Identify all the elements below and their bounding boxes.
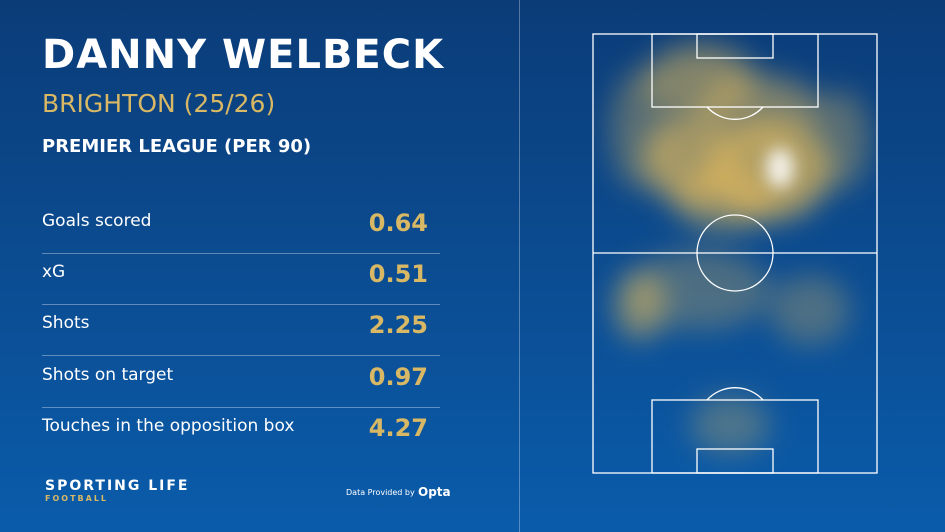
brand: SPORTING LIFE xyxy=(45,478,190,494)
stat-row: Goals scored 0.64 xyxy=(42,203,440,254)
stat-value: 0.51 xyxy=(368,260,428,288)
divider xyxy=(519,0,520,532)
provider: Opta xyxy=(418,485,451,499)
stat-row: Touches in the opposition box 4.27 xyxy=(42,408,440,459)
stat-row: Shots 2.25 xyxy=(42,305,440,356)
stat-label: Shots xyxy=(42,313,90,333)
stat-label: Touches in the opposition box xyxy=(42,416,295,436)
row-separator xyxy=(42,355,440,356)
pitch-lines xyxy=(592,33,878,474)
row-separator xyxy=(42,253,440,254)
team: BRIGHTON (25/26) xyxy=(42,89,276,118)
heatmap xyxy=(610,45,870,455)
stat-row: xG 0.51 xyxy=(42,254,440,305)
player-name: DANNY WELBECK xyxy=(42,32,445,78)
credit: Data Provided by xyxy=(346,488,415,497)
stat-value: 0.64 xyxy=(368,209,428,237)
row-separator xyxy=(42,407,440,408)
stat-row: Shots on target 0.97 xyxy=(42,357,440,408)
competition: PREMIER LEAGUE (PER 90) xyxy=(42,136,312,157)
stat-label: xG xyxy=(42,262,66,282)
stat-label: Shots on target xyxy=(42,365,174,385)
brand-sub: FOOTBALL xyxy=(45,494,109,503)
stat-value: 4.27 xyxy=(368,414,428,442)
stat-value: 2.25 xyxy=(368,311,428,339)
row-separator xyxy=(42,304,440,305)
stat-value: 0.97 xyxy=(368,363,428,391)
stat-label: Goals scored xyxy=(42,211,152,231)
